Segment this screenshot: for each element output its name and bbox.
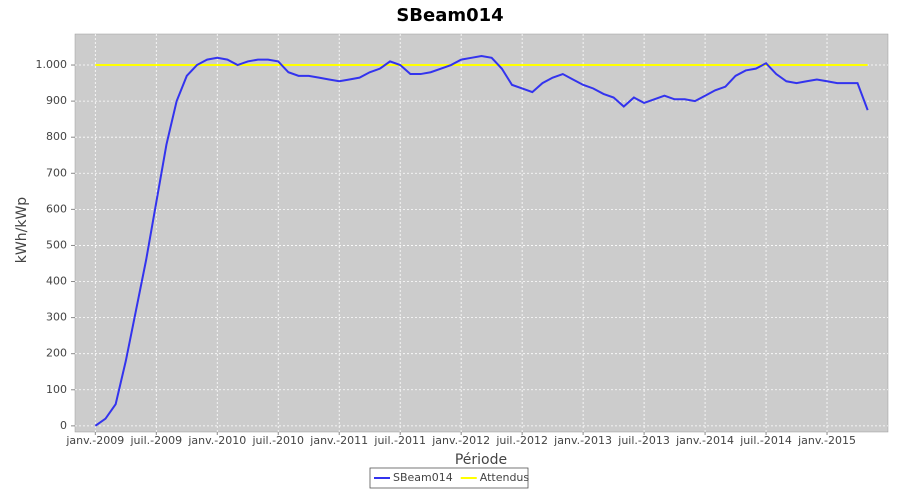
y-tick-label: 500 <box>46 238 67 251</box>
x-tick-label: juil.-2014 <box>739 434 792 447</box>
y-tick-label: 800 <box>46 130 67 143</box>
legend-label: Attendus <box>480 471 530 484</box>
x-tick-label: juil.-2010 <box>251 434 304 447</box>
y-tick-label: 100 <box>46 383 67 396</box>
x-tick-label: janv.-2013 <box>553 434 612 447</box>
y-tick-label: 600 <box>46 202 67 215</box>
y-tick-label: 900 <box>46 94 67 107</box>
y-tick-label: 0 <box>60 419 67 432</box>
legend-label: SBeam014 <box>393 471 453 484</box>
y-tick-label: 300 <box>46 311 67 324</box>
x-axis-label: Période <box>455 452 507 468</box>
x-tick-label: juil.-2013 <box>617 434 670 447</box>
x-tick-label: janv.-2014 <box>675 434 734 447</box>
series-line <box>94 54 869 427</box>
x-tick-label: janv.-2011 <box>309 434 368 447</box>
x-tick-label: janv.-2009 <box>65 434 124 447</box>
y-tick-label: 200 <box>46 347 67 360</box>
x-tick-label: juil.-2009 <box>129 434 182 447</box>
y-tick-label: 1.000 <box>36 58 68 71</box>
x-tick-label: janv.-2012 <box>431 434 490 447</box>
x-tick-label: juil.-2012 <box>495 434 548 447</box>
y-tick-label: 400 <box>46 275 67 288</box>
chart-title: SBeam014 <box>396 5 503 26</box>
y-tick-label: 700 <box>46 166 67 179</box>
x-tick-label: janv.-2010 <box>187 434 246 447</box>
x-tick-label: janv.-2015 <box>797 434 856 447</box>
x-tick-label: juil.-2011 <box>373 434 426 447</box>
plot-area <box>74 33 889 433</box>
legend-box <box>369 467 529 489</box>
y-axis-label: kWh/kWp <box>14 197 30 263</box>
